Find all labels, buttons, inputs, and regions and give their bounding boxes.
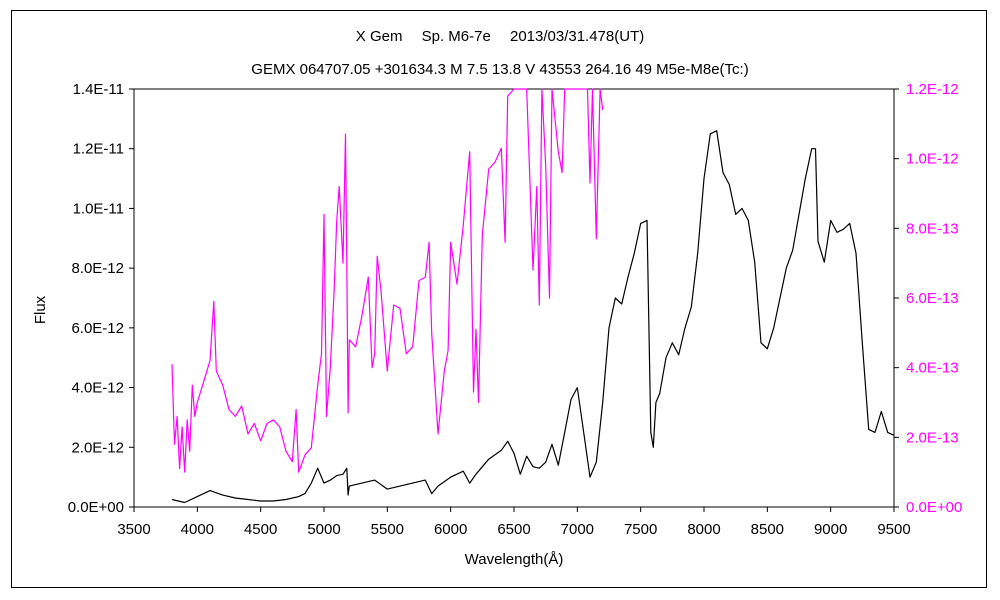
- y-right-tick-label: 1.0E-12: [906, 151, 959, 168]
- x-tick-label: 6000: [434, 521, 467, 538]
- x-tick-label: 3500: [117, 521, 150, 538]
- y-right-tick-label: 8.0E-13: [906, 220, 959, 237]
- y-left-tick-label: 2.0E-12: [71, 439, 124, 456]
- y-left-tick-label: 1.0E-11: [73, 200, 124, 217]
- chart-frame: [11, 10, 987, 588]
- y-left-tick-label: 1.2E-11: [73, 141, 124, 158]
- series-line-magenta-spectrum: [171, 88, 604, 473]
- y-right-tick-label: 0.0E+00: [906, 499, 962, 516]
- x-axis: 3500 4000 4500 5000 5500 6000 6500 7000 7500 8000…: [117, 507, 911, 538]
- chart-subtitle: GEMX 064707.05 +301634.3 M 7.5 13.8 V 43…: [251, 61, 748, 78]
- x-tick-label: 9500: [877, 521, 910, 538]
- x-tick-label: 7500: [624, 521, 657, 538]
- x-tick-label: 5000: [307, 521, 340, 538]
- x-tick-label: 6500: [497, 521, 530, 538]
- y-left-tick-label: 1.4E-11: [73, 81, 124, 98]
- x-tick-label: 4000: [181, 521, 214, 538]
- x-axis-label: Wavelength(Å): [465, 551, 564, 568]
- y-right-tick-label: 1.2E-12: [906, 81, 959, 98]
- y-left-tick-label: 8.0E-12: [71, 260, 124, 277]
- series-line-black-spectrum: [171, 130, 895, 504]
- x-tick-label: 7000: [561, 521, 594, 538]
- y-left-tick-label: 6.0E-12: [71, 320, 124, 337]
- y-right-tick-label: 2.0E-13: [906, 429, 959, 446]
- x-tick-label: 4500: [244, 521, 277, 538]
- y-left-tick-label: 4.0E-12: [71, 380, 124, 397]
- y-axis-label: Flux: [32, 295, 49, 324]
- x-tick-label: 9000: [814, 521, 847, 538]
- x-tick-label: 5500: [371, 521, 404, 538]
- y-axis-right: 0.0E+00 2.0E-13 4.0E-13 6.0E-13 8.0E-13 1.0E-…: [894, 81, 962, 516]
- y-left-tick-label: 0.0E+00: [68, 499, 124, 516]
- series-layer: [171, 88, 895, 504]
- x-tick-label: 8000: [687, 521, 720, 538]
- y-right-tick-label: 4.0E-13: [906, 360, 959, 377]
- chart-title: X Gem Sp. M6-7e 2013/03/31.478(UT): [356, 28, 644, 45]
- x-tick-label: 8500: [751, 521, 784, 538]
- y-right-tick-label: 6.0E-13: [906, 290, 959, 307]
- y-axis-left: 0.0E+00 2.0E-12 4.0E-12 6.0E-12 8.0E-12 1.0E-…: [68, 81, 134, 516]
